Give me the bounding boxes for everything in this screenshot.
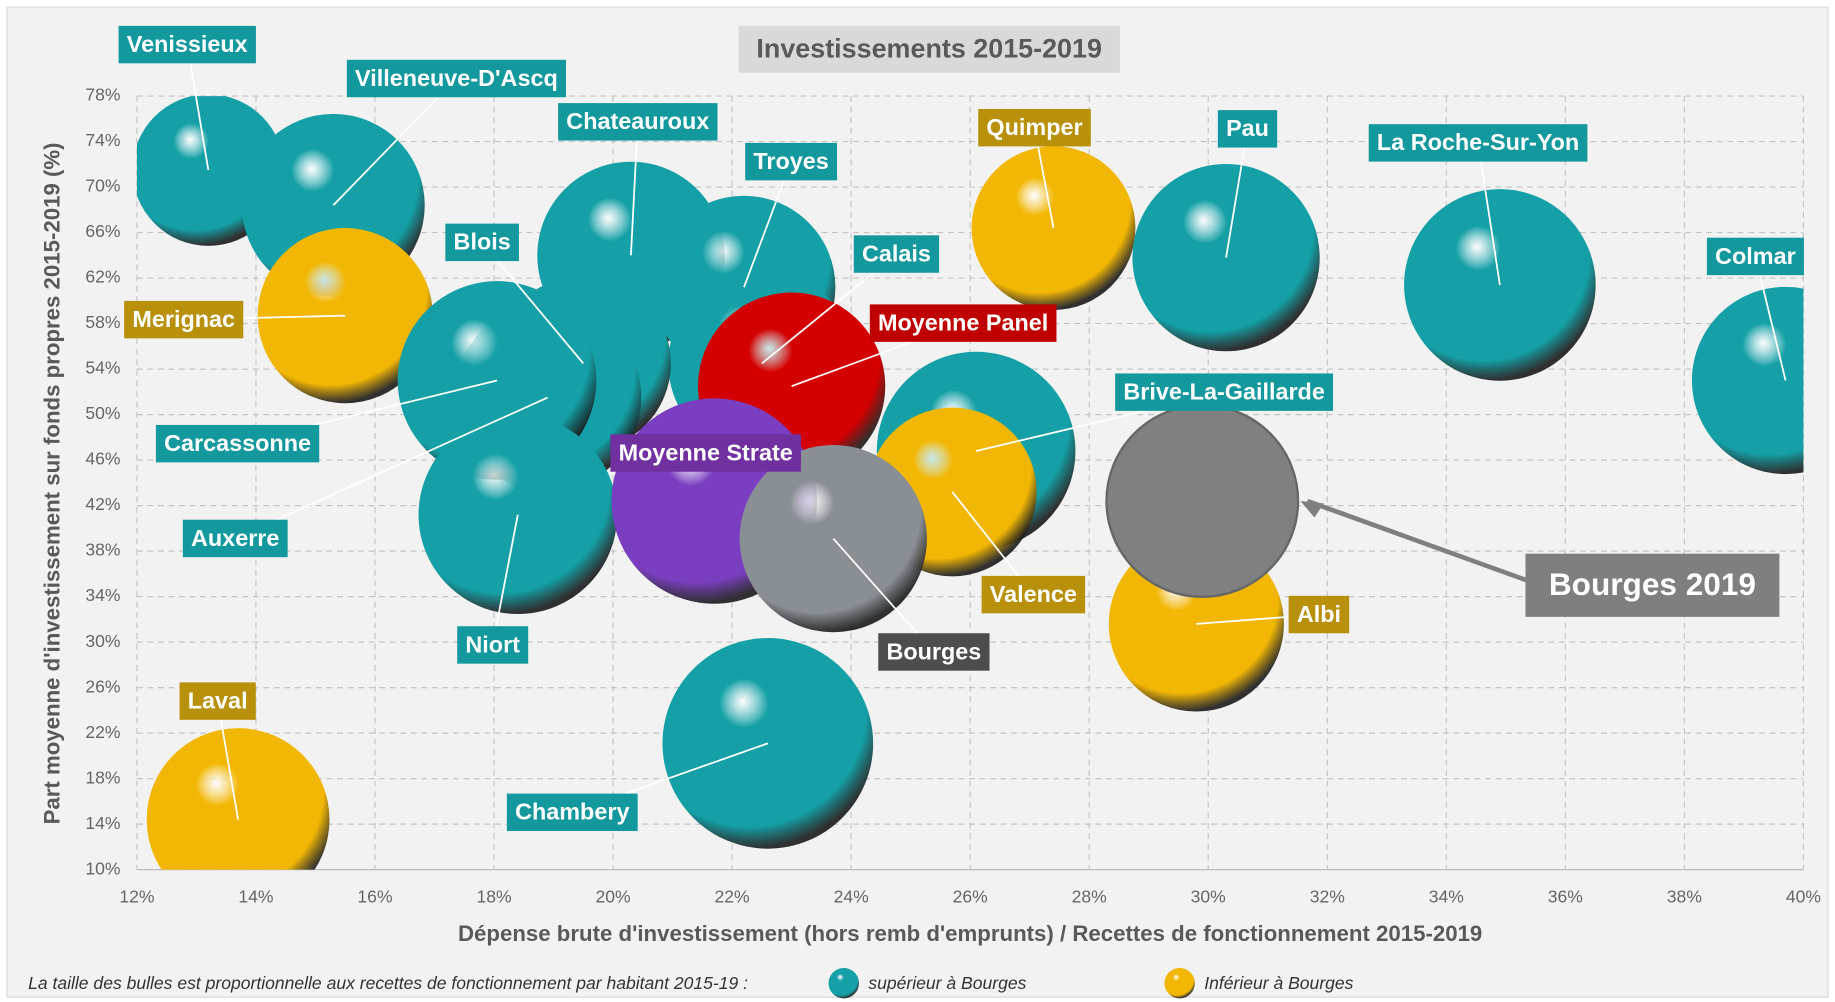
bubble-label: Valence bbox=[990, 581, 1077, 607]
x-tick-label: 26% bbox=[953, 886, 988, 906]
bubble-label: Blois bbox=[454, 229, 511, 255]
bubble-label: Laval bbox=[188, 687, 248, 713]
x-tick-label: 30% bbox=[1191, 886, 1226, 906]
x-tick-label: 34% bbox=[1429, 886, 1464, 906]
y-tick-label: 50% bbox=[85, 403, 120, 423]
chart: Investissements 2015-2019 Part moyenne d… bbox=[0, 0, 1835, 1002]
bubble-label: Pau bbox=[1226, 115, 1269, 141]
y-tick-label: 30% bbox=[85, 631, 120, 651]
x-tick-label: 16% bbox=[357, 886, 392, 906]
bubble-label: Auxerre bbox=[191, 525, 279, 551]
y-tick-label: 78% bbox=[85, 85, 120, 105]
y-tick-label: 42% bbox=[85, 494, 120, 514]
x-tick-label: 14% bbox=[238, 886, 273, 906]
y-tick-label: 34% bbox=[85, 585, 120, 605]
bubble bbox=[740, 445, 927, 632]
bubble-label: Quimper bbox=[986, 114, 1082, 140]
x-tick-label: 28% bbox=[1072, 886, 1107, 906]
x-axis-label: Dépense brute d'investissement (hors rem… bbox=[458, 921, 1482, 946]
legend-label: Inférieur à Bourges bbox=[1204, 973, 1353, 993]
chart-title: Investissements 2015-2019 bbox=[756, 34, 1102, 64]
x-tick-label: 18% bbox=[476, 886, 511, 906]
bubble bbox=[1132, 164, 1319, 351]
y-tick-label: 22% bbox=[85, 722, 120, 742]
bubble-label: Merignac bbox=[132, 306, 235, 332]
x-tick-label: 22% bbox=[715, 886, 750, 906]
bubble-label: Chateauroux bbox=[566, 108, 709, 134]
x-tick-label: 36% bbox=[1548, 886, 1583, 906]
x-tick-label: 12% bbox=[119, 886, 154, 906]
y-tick-label: 62% bbox=[85, 267, 120, 287]
bubble-label: Brive-La-Gaillarde bbox=[1123, 379, 1325, 405]
bubble-label: Venissieux bbox=[127, 31, 248, 57]
bubble-label: Villeneuve-D'Ascq bbox=[355, 65, 558, 91]
y-tick-label: 74% bbox=[85, 130, 120, 150]
x-tick-label: 20% bbox=[595, 886, 630, 906]
x-tick-label: 40% bbox=[1786, 886, 1821, 906]
bubble-label: Bourges 2019 bbox=[1549, 566, 1756, 602]
bubble-label: Bourges bbox=[886, 638, 981, 664]
bubble-label: Calais bbox=[862, 240, 931, 266]
bubble-label: Moyenne Panel bbox=[878, 309, 1048, 335]
y-tick-label: 70% bbox=[85, 176, 120, 196]
x-tick-label: 38% bbox=[1667, 886, 1702, 906]
bubble-label: Carcassonne bbox=[164, 430, 311, 456]
bubble-label: Chambery bbox=[515, 799, 629, 825]
legend-swatch bbox=[829, 968, 859, 998]
bubble-label: Colmar bbox=[1715, 243, 1796, 269]
y-tick-label: 54% bbox=[85, 358, 120, 378]
x-tick-label: 24% bbox=[834, 886, 869, 906]
y-tick-label: 46% bbox=[85, 449, 120, 469]
y-axis-label: Part moyenne d'investissement sur fonds … bbox=[40, 142, 65, 824]
page: {"chart_data": { "type": "bubble", "titl… bbox=[0, 0, 1835, 1002]
y-tick-label: 10% bbox=[85, 858, 120, 878]
y-tick-label: 14% bbox=[85, 813, 120, 833]
y-tick-label: 18% bbox=[85, 767, 120, 787]
bubble-label: Niort bbox=[465, 631, 520, 657]
legend-swatch bbox=[1164, 968, 1194, 998]
x-tick-label: 32% bbox=[1310, 886, 1345, 906]
bubble-label: La Roche-Sur-Yon bbox=[1377, 129, 1579, 155]
y-tick-label: 26% bbox=[85, 676, 120, 696]
bubble-label: Troyes bbox=[753, 148, 828, 174]
legend-note: La taille des bulles est proportionnelle… bbox=[28, 973, 748, 993]
bubble-label: Albi bbox=[1297, 601, 1341, 627]
y-tick-label: 38% bbox=[85, 540, 120, 560]
y-tick-label: 66% bbox=[85, 221, 120, 241]
bubble-label: Moyenne Strate bbox=[619, 439, 793, 465]
bubble bbox=[1106, 405, 1298, 597]
y-tick-label: 58% bbox=[85, 312, 120, 332]
legend-label: supérieur à Bourges bbox=[868, 973, 1026, 993]
